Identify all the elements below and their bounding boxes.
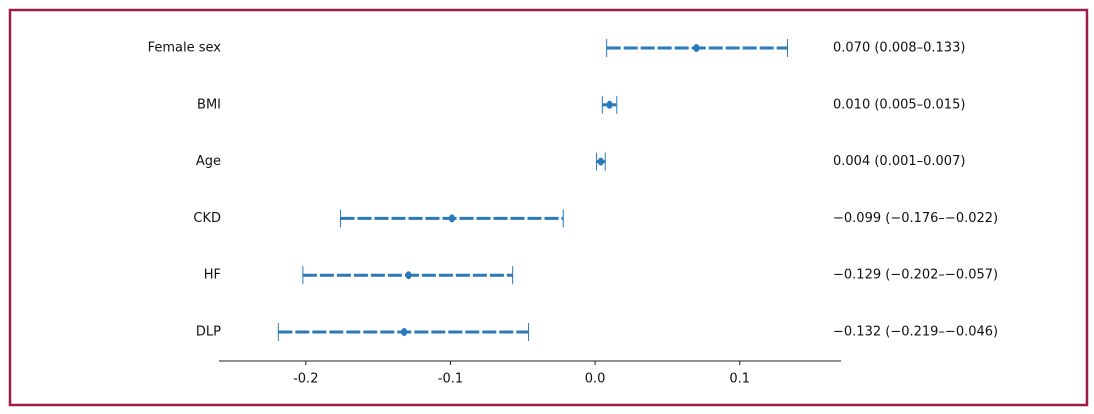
- value-label: 0.070 (0.008–0.133): [833, 41, 965, 56]
- x-tick-label: -0.1: [438, 372, 463, 387]
- point-estimate: [693, 44, 700, 52]
- value-label: −0.099 (−0.176–−0.022): [833, 211, 998, 226]
- row-label: DLP: [196, 325, 221, 340]
- frame: [8, 8, 1089, 407]
- row-label: Age: [196, 154, 221, 169]
- x-tick-label: -0.2: [293, 372, 318, 387]
- value-label: −0.132 (−0.219–−0.046): [833, 325, 998, 340]
- value-label: −0.129 (−0.202–−0.057): [833, 268, 998, 283]
- point-estimate: [606, 100, 613, 109]
- point-estimate: [401, 328, 408, 336]
- row-label: HF: [204, 268, 221, 283]
- row-label: BMI: [197, 97, 221, 112]
- point-estimate: [405, 271, 412, 280]
- x-tick-label: 0.0: [585, 372, 606, 387]
- point-estimate: [448, 214, 455, 223]
- row-label: Female sex: [148, 41, 222, 56]
- row-label: CKD: [193, 211, 221, 226]
- value-label: 0.004 (0.001–0.007): [833, 154, 965, 169]
- x-tick-label: 0.1: [729, 372, 750, 387]
- point-estimate: [597, 157, 604, 166]
- value-label: 0.010 (0.005–0.015): [833, 97, 965, 112]
